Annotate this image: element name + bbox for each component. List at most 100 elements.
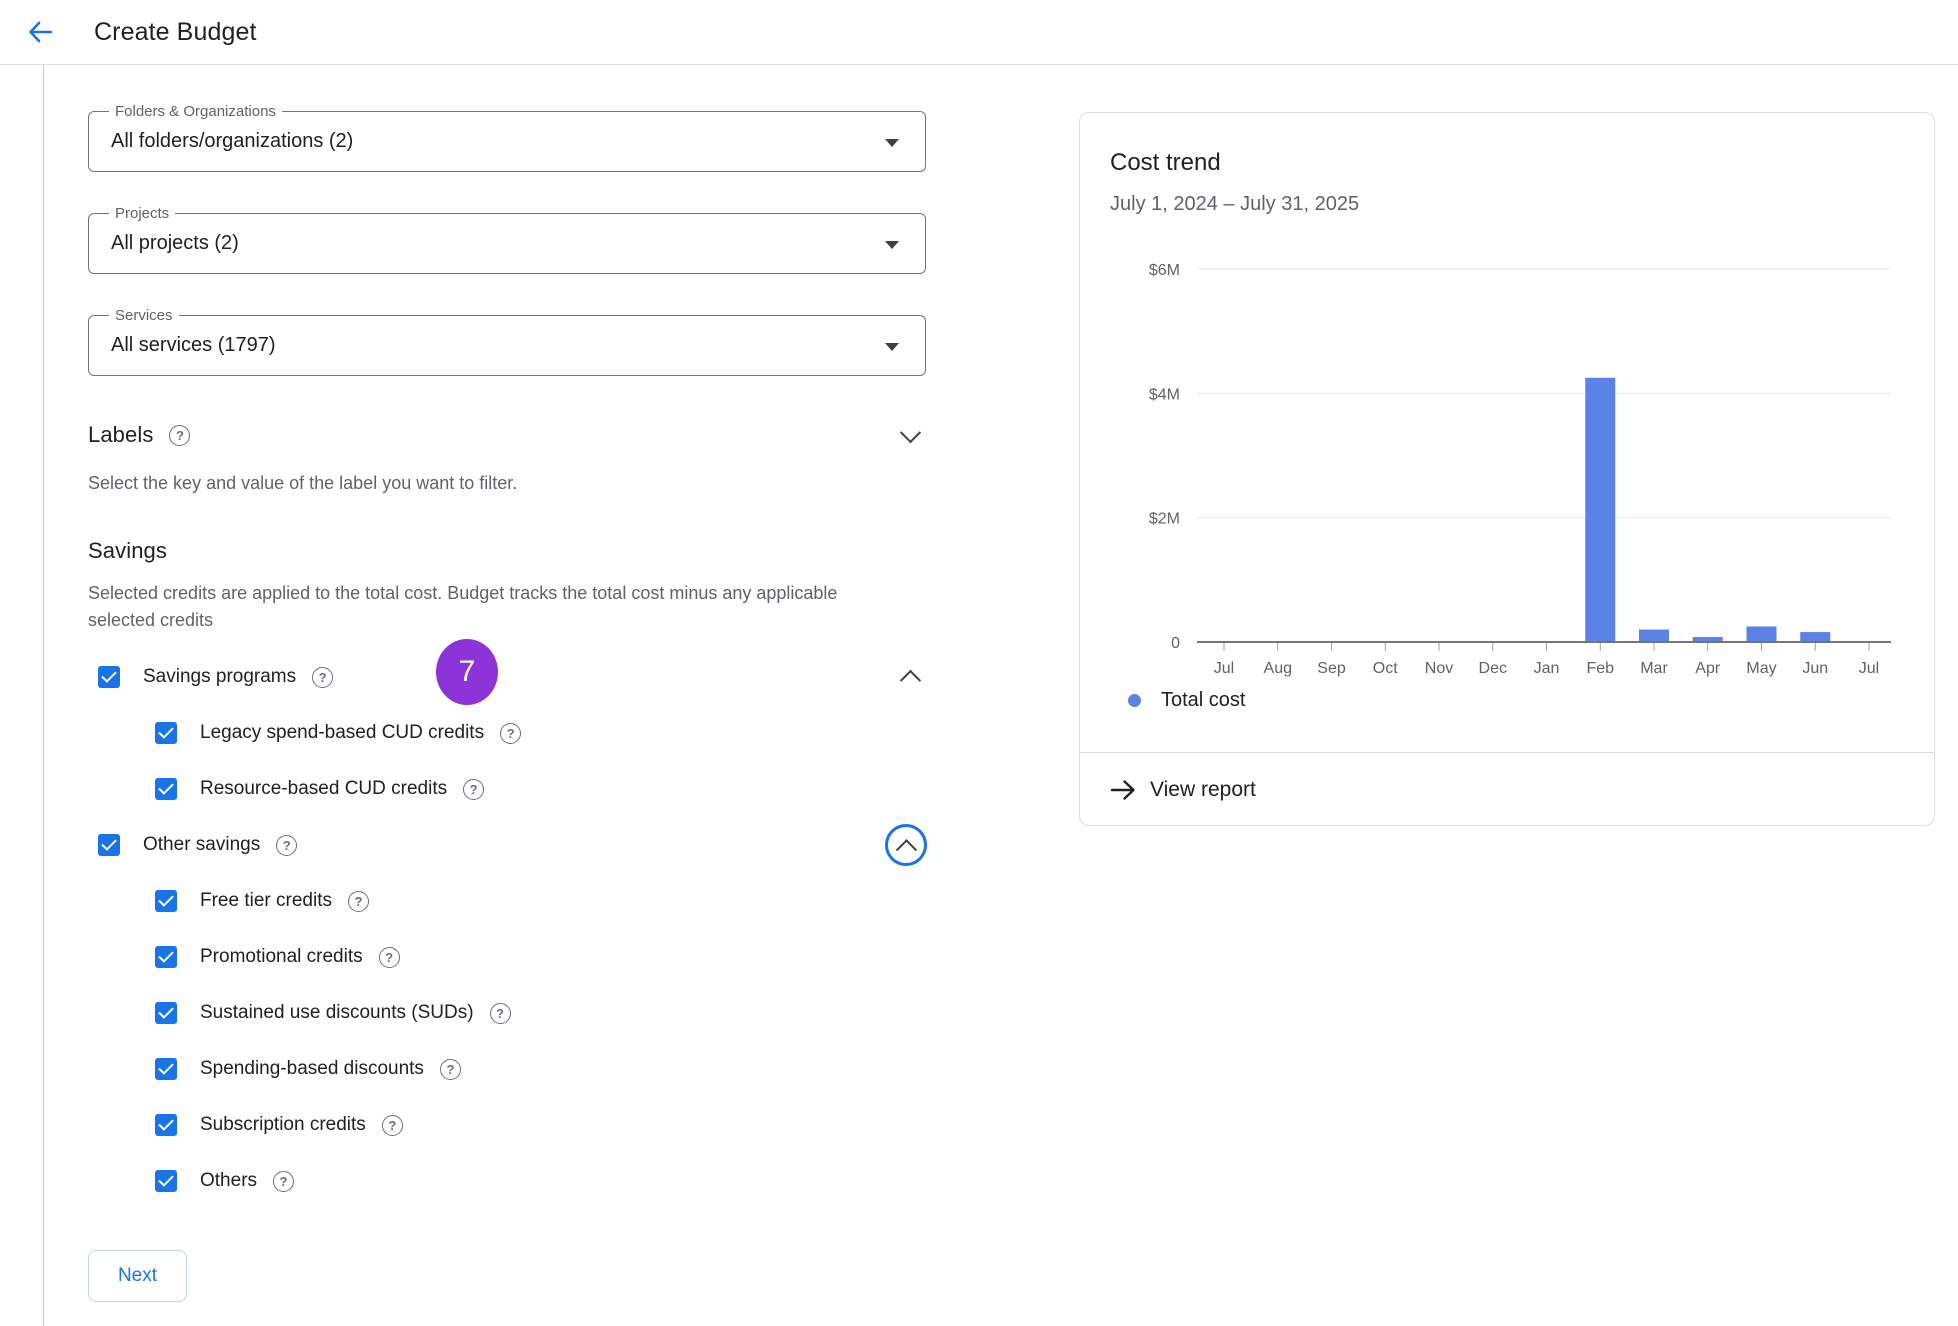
chart-date-range: July 1, 2024 – July 31, 2025	[1110, 193, 1360, 215]
svg-text:$4M: $4M	[1149, 386, 1180, 403]
folders-organizations-select[interactable]: Folders & Organizations All folders/orga…	[88, 103, 926, 172]
back-button[interactable]	[16, 8, 64, 56]
view-report-label: View report	[1150, 778, 1256, 801]
card-divider	[1080, 752, 1934, 753]
help-icon[interactable]: ?	[378, 946, 400, 968]
services-label: Services	[109, 307, 179, 324]
chevron-down-icon	[899, 421, 922, 443]
savings-checkbox-list: Savings programs ? Legacy spend-based CU…	[88, 649, 927, 1209]
help-icon[interactable]: ?	[500, 722, 522, 744]
svg-text:Sep: Sep	[1317, 660, 1346, 677]
services-value: All services (1797)	[111, 334, 276, 356]
total-cost-legend-dot-icon	[1128, 693, 1141, 707]
projects-select[interactable]: Projects All projects (2)	[88, 205, 926, 274]
svg-text:Oct: Oct	[1373, 660, 1398, 677]
labels-expand-button[interactable]	[899, 421, 922, 443]
view-report-link[interactable]: View report	[1110, 768, 1256, 812]
labels-description: Select the key and value of the label yo…	[88, 473, 518, 493]
checkbox-row-other-savings: Other savings ?	[88, 817, 927, 873]
checkbox-row-spending-based: Spending-based discounts ?	[88, 1041, 926, 1097]
cost-trend-bar-chart: 0 $2M $4M $6M Jul Aug Sep Oct Nov Dec Jan Feb Mar Apr…	[1149, 262, 1891, 677]
savings-description: Selected credits are applied to the tota…	[88, 583, 838, 630]
checkbox-label: Promotional credits	[200, 946, 363, 967]
chevron-up-circle-icon	[885, 824, 927, 866]
other-savings-checkbox[interactable]	[98, 834, 120, 856]
help-icon[interactable]: ?	[489, 1002, 511, 1024]
checkbox-row-promotional: Promotional credits ?	[88, 929, 926, 985]
folders-organizations-label: Folders & Organizations	[109, 103, 282, 120]
free-tier-checkbox[interactable]	[155, 890, 177, 912]
svg-text:Jun: Jun	[1802, 660, 1828, 677]
checkbox-label: Others	[200, 1170, 258, 1191]
savings-heading: Savings	[88, 538, 167, 563]
labels-section-header: Labels ?	[88, 419, 926, 451]
svg-text:Jan: Jan	[1534, 660, 1560, 677]
panel-divider	[43, 65, 44, 1326]
checkbox-label: Spending-based discounts	[200, 1058, 424, 1079]
suds-checkbox[interactable]	[155, 1002, 177, 1024]
page-title: Create Budget	[94, 17, 257, 46]
svg-text:$2M: $2M	[1149, 511, 1180, 528]
savings-programs-checkbox[interactable]	[98, 666, 120, 688]
svg-text:Aug: Aug	[1264, 660, 1292, 677]
spending-based-checkbox[interactable]	[155, 1058, 177, 1080]
svg-text:Apr: Apr	[1695, 660, 1721, 677]
back-arrow-icon	[29, 21, 53, 43]
checkbox-row-resource-cud: Resource-based CUD credits ?	[88, 761, 926, 817]
savings-programs-collapse-button[interactable]	[899, 669, 922, 691]
projects-label: Projects	[109, 205, 176, 222]
svg-text:Mar: Mar	[1640, 660, 1668, 677]
svg-text:0: 0	[1171, 635, 1180, 652]
checkbox-row-subscription: Subscription credits ?	[88, 1097, 926, 1153]
other-savings-collapse-button[interactable]	[885, 824, 927, 866]
checkbox-label: Free tier credits	[200, 890, 332, 911]
chart-title: Cost trend	[1110, 149, 1221, 176]
checkbox-label: Other savings	[143, 834, 261, 855]
svg-text:Nov: Nov	[1425, 660, 1453, 677]
checkbox-row-legacy-cud: Legacy spend-based CUD credits ?	[88, 705, 926, 761]
right-arrow-icon	[1110, 780, 1135, 800]
help-icon[interactable]: ?	[347, 890, 369, 912]
checkbox-label: Sustained use discounts (SUDs)	[200, 1002, 474, 1023]
checkbox-label: Legacy spend-based CUD credits	[200, 722, 485, 743]
svg-text:Jul: Jul	[1859, 660, 1879, 677]
svg-text:Jul: Jul	[1214, 660, 1234, 677]
subscription-checkbox[interactable]	[155, 1114, 177, 1136]
next-button[interactable]: Next	[88, 1250, 187, 1302]
help-icon[interactable]: ?	[463, 778, 485, 800]
help-icon[interactable]: ?	[273, 1170, 295, 1192]
chevron-up-icon	[899, 669, 922, 691]
help-icon[interactable]: ?	[169, 424, 191, 446]
step-badge: 7	[436, 639, 498, 705]
help-icon[interactable]: ?	[276, 834, 298, 856]
svg-text:Dec: Dec	[1479, 660, 1507, 677]
svg-text:May: May	[1746, 660, 1776, 677]
help-icon[interactable]: ?	[312, 666, 334, 688]
others-checkbox[interactable]	[155, 1170, 177, 1192]
resource-cud-checkbox[interactable]	[155, 778, 177, 800]
help-icon[interactable]: ?	[439, 1058, 461, 1080]
checkbox-row-free-tier: Free tier credits ?	[88, 873, 926, 929]
folders-organizations-value: All folders/organizations (2)	[111, 130, 354, 152]
total-cost-legend-label: Total cost	[1161, 688, 1246, 711]
dropdown-caret-icon	[885, 343, 899, 351]
services-select[interactable]: Services All services (1797)	[88, 307, 926, 376]
svg-text:$6M: $6M	[1149, 262, 1180, 279]
checkbox-label: Resource-based CUD credits	[200, 778, 448, 799]
svg-text:Feb: Feb	[1586, 660, 1614, 677]
cost-trend-card: Cost trend July 1, 2024 – July 31, 2025 …	[1079, 112, 1935, 826]
chart-legend: Total cost	[1128, 685, 1245, 715]
chevron-up-icon	[895, 838, 917, 860]
dropdown-caret-icon	[885, 241, 899, 249]
help-icon[interactable]: ?	[381, 1114, 403, 1136]
labels-heading: Labels	[88, 422, 154, 447]
projects-value: All projects (2)	[111, 232, 239, 254]
checkbox-row-others: Others ?	[88, 1153, 926, 1209]
checkbox-row-savings-programs: Savings programs ?	[88, 649, 926, 705]
page-header: Create Budget	[0, 0, 1958, 65]
legacy-cud-checkbox[interactable]	[155, 722, 177, 744]
checkbox-row-suds: Sustained use discounts (SUDs) ?	[88, 985, 926, 1041]
promotional-checkbox[interactable]	[155, 946, 177, 968]
checkbox-label: Subscription credits	[200, 1114, 366, 1135]
